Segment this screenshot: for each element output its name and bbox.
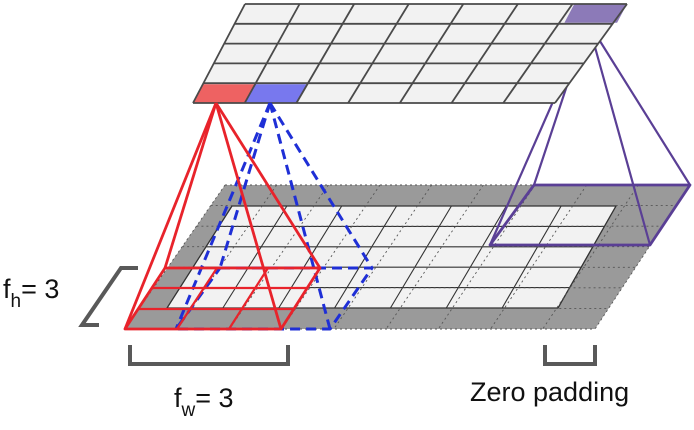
input-layer bbox=[124, 184, 691, 330]
fw-label-subscript: w bbox=[181, 400, 196, 421]
zero-padding-label: Zero padding bbox=[470, 377, 630, 407]
blue-edge-3 bbox=[268, 102, 332, 330]
padding-grid-col-line bbox=[281, 184, 381, 330]
zero-padding-bracket bbox=[543, 345, 597, 366]
output-grid-col-line bbox=[399, 3, 465, 104]
input-grid-col-line bbox=[389, 205, 452, 309]
filter-width-label: fw= 3 bbox=[174, 383, 234, 421]
red-receptive-field bbox=[123, 102, 322, 331]
input-layer-inner-plane bbox=[165, 205, 618, 309]
output-grid-col-line bbox=[295, 3, 355, 104]
purple-edge-2 bbox=[587, 21, 691, 186]
padding-grid-col-line bbox=[542, 184, 639, 330]
output-grid-col-line bbox=[243, 3, 301, 104]
purple-edge-3 bbox=[586, 21, 652, 246]
red-edge-4 bbox=[123, 102, 218, 330]
fh-label-value: = 3 bbox=[21, 274, 60, 304]
padding-grid-col-line bbox=[437, 184, 536, 330]
padding-grid-col-line bbox=[385, 184, 484, 330]
filter-height-label: fh= 3 bbox=[3, 274, 60, 312]
input-grid-col-line bbox=[445, 205, 507, 309]
padding-grid-col-line bbox=[490, 184, 588, 330]
fh-bracket bbox=[78, 266, 138, 327]
fh-label-letter: f bbox=[3, 274, 11, 304]
output-layer-grid bbox=[192, 3, 628, 104]
red-edge-1 bbox=[163, 102, 218, 269]
fw-label-letter: f bbox=[174, 383, 182, 413]
blue-edge-1 bbox=[218, 102, 272, 269]
output-layer-plane bbox=[193, 4, 627, 103]
blue-edge-4 bbox=[174, 102, 272, 330]
output-cell-purple bbox=[564, 4, 627, 23]
output-layer bbox=[192, 3, 628, 104]
red-edge-3 bbox=[214, 102, 283, 330]
fh-label-subscript: h bbox=[10, 291, 22, 312]
output-cell-red bbox=[193, 84, 255, 103]
red-grid-line-1 bbox=[176, 267, 218, 330]
output-grid-col-line bbox=[502, 3, 574, 104]
output-grid-col-line bbox=[347, 3, 410, 104]
red-edge-2 bbox=[214, 102, 322, 269]
red-grid-line-2 bbox=[228, 267, 269, 330]
output-cell-blue bbox=[245, 84, 308, 103]
output-grid-col-line bbox=[554, 3, 628, 104]
padding-grid-col-line bbox=[594, 184, 691, 330]
input-grid-col-line bbox=[557, 205, 617, 309]
input-grid-col-line bbox=[222, 205, 288, 309]
fw-bracket bbox=[128, 345, 290, 366]
input-grid-col-line bbox=[278, 205, 343, 309]
fw-label-value: = 3 bbox=[195, 383, 234, 413]
blue-edge-2 bbox=[268, 102, 374, 269]
padding-grid-col-line bbox=[229, 184, 329, 330]
output-grid-col-line bbox=[450, 3, 519, 104]
padding-grid-col-line bbox=[333, 184, 433, 330]
output-grid-col-line bbox=[192, 3, 246, 104]
input-grid-col-line bbox=[501, 205, 562, 309]
